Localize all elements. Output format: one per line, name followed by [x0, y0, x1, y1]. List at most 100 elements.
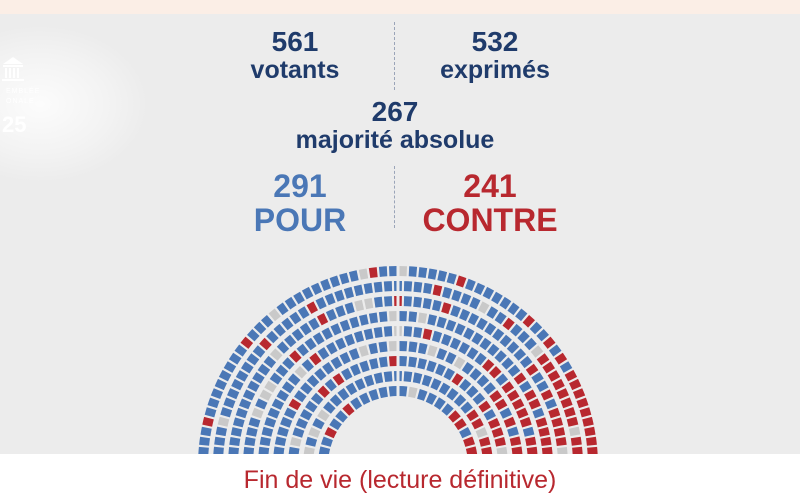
seat — [427, 314, 437, 326]
seat — [335, 337, 347, 350]
seat — [544, 398, 557, 410]
seat — [273, 323, 286, 337]
seat — [267, 407, 280, 419]
seat — [530, 345, 544, 358]
seat — [408, 356, 418, 368]
seat — [572, 446, 583, 454]
seat — [551, 417, 563, 428]
seat — [274, 436, 287, 446]
seat — [308, 317, 320, 331]
seat — [430, 378, 442, 391]
seat — [317, 385, 330, 398]
seat — [343, 286, 354, 299]
seat — [312, 332, 325, 345]
seat — [481, 446, 493, 454]
seat — [478, 301, 490, 314]
seat — [312, 418, 325, 430]
seat — [246, 427, 258, 437]
seat — [269, 348, 283, 361]
seat — [308, 427, 321, 438]
seat — [303, 446, 315, 454]
votants-label: votants — [250, 56, 340, 84]
seat — [399, 311, 407, 322]
seat — [570, 436, 582, 446]
seat — [258, 446, 270, 454]
seat — [276, 302, 289, 316]
seat — [466, 385, 479, 398]
seat — [511, 398, 525, 410]
seat — [449, 337, 461, 350]
seat — [471, 418, 484, 430]
seat — [413, 281, 423, 293]
seat — [573, 388, 586, 399]
logo-text-line2: ONALE — [6, 98, 35, 105]
seat — [489, 366, 502, 379]
seat — [453, 356, 466, 370]
seat — [309, 352, 322, 366]
seat — [441, 302, 452, 315]
seat — [353, 284, 364, 297]
seat — [484, 322, 497, 336]
seat — [427, 268, 438, 280]
seat — [458, 342, 470, 355]
seat — [199, 436, 210, 446]
building-icon — [2, 57, 24, 81]
seat — [510, 323, 523, 337]
seat — [299, 322, 312, 336]
seat — [502, 317, 515, 331]
seat — [582, 416, 594, 427]
seat — [300, 382, 313, 395]
seat — [383, 281, 393, 292]
seat — [218, 369, 232, 382]
seat — [525, 436, 537, 446]
seat — [542, 361, 555, 374]
seat — [324, 427, 337, 439]
seat — [522, 315, 535, 328]
vote-title: Fin de vie (lecture définitive) — [243, 466, 557, 494]
seat — [423, 282, 433, 294]
seat — [513, 372, 527, 385]
seat — [474, 352, 487, 366]
seat — [515, 308, 528, 322]
seat — [358, 345, 369, 357]
seat — [542, 336, 556, 349]
seat — [579, 407, 592, 418]
seat — [306, 374, 320, 388]
seat — [204, 407, 217, 418]
seat — [257, 363, 271, 376]
seat — [529, 321, 543, 335]
seat — [359, 360, 370, 373]
seat — [210, 388, 223, 399]
seat — [247, 329, 260, 342]
seat — [436, 348, 448, 361]
seat — [305, 436, 318, 447]
seat — [446, 272, 457, 285]
seat — [275, 364, 289, 377]
seat — [455, 275, 467, 288]
seat — [476, 374, 490, 388]
seat — [273, 446, 285, 454]
seat — [507, 426, 519, 437]
seat — [353, 330, 365, 343]
seat — [494, 350, 507, 363]
seat — [261, 315, 274, 328]
seat — [294, 390, 307, 403]
seat — [348, 270, 359, 282]
seat — [422, 328, 433, 340]
majorite-stat: 267 majorité absolue — [240, 98, 550, 153]
seat — [329, 418, 342, 431]
seat — [417, 389, 428, 401]
seat — [324, 378, 337, 392]
contre-value: 241 — [463, 168, 517, 204]
seat — [494, 311, 507, 325]
seat — [536, 353, 550, 366]
seat — [443, 368, 455, 381]
seat — [243, 446, 255, 454]
seat — [556, 388, 569, 400]
seat — [486, 306, 499, 319]
seat — [242, 389, 256, 401]
seat — [341, 368, 353, 381]
seat — [344, 333, 355, 346]
exprimes-label: exprimés — [440, 56, 550, 84]
seat — [239, 398, 252, 410]
